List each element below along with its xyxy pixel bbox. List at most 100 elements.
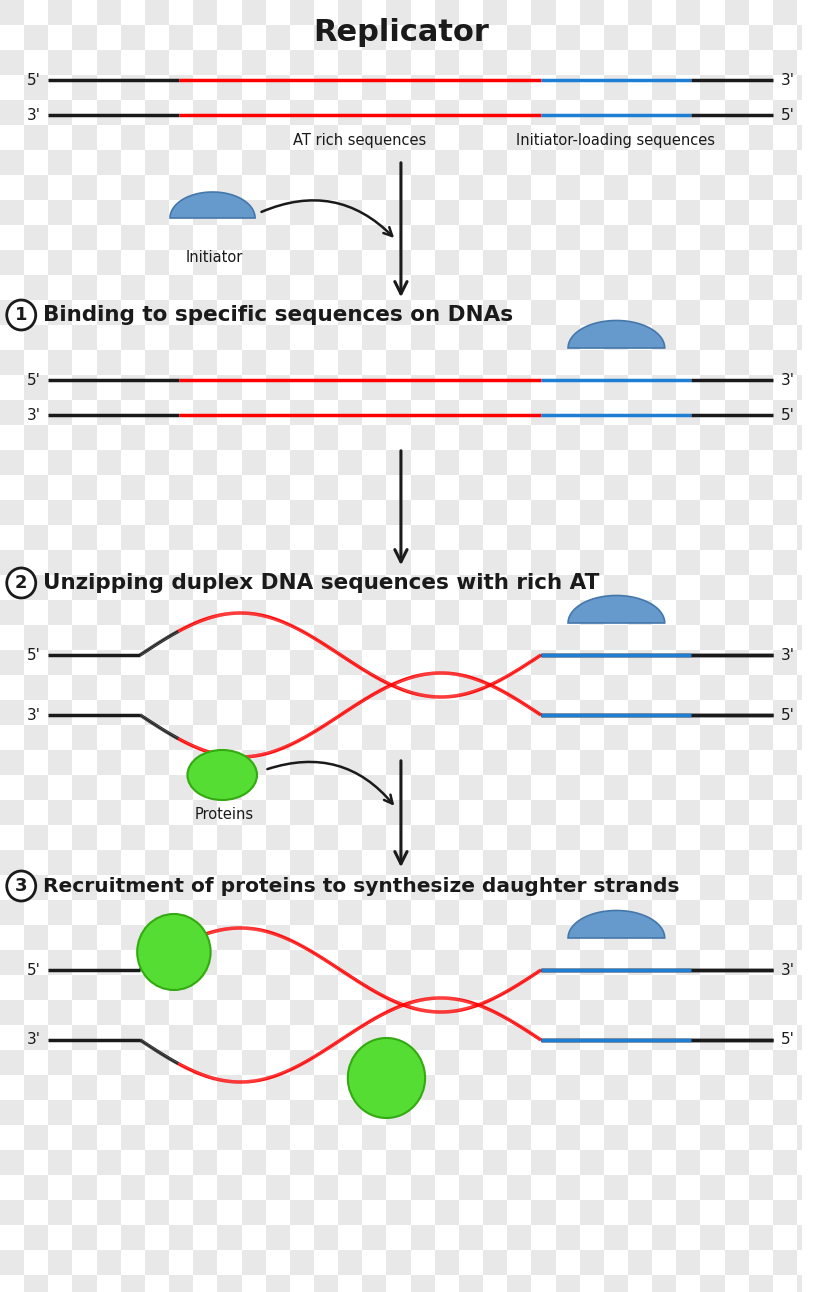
- Bar: [387, 174, 411, 200]
- Bar: [314, 150, 338, 174]
- Bar: [387, 1225, 411, 1249]
- Bar: [314, 1225, 338, 1249]
- Bar: [72, 150, 96, 174]
- Bar: [362, 1075, 387, 1099]
- Bar: [483, 599, 507, 625]
- Bar: [290, 99, 314, 125]
- Bar: [459, 700, 483, 725]
- Bar: [555, 525, 579, 550]
- Bar: [72, 275, 96, 300]
- Bar: [773, 700, 797, 725]
- Bar: [435, 150, 459, 174]
- Bar: [483, 125, 507, 150]
- Bar: [725, 375, 749, 401]
- Bar: [507, 625, 531, 650]
- Bar: [435, 174, 459, 200]
- Bar: [411, 326, 435, 350]
- Bar: [676, 1275, 701, 1292]
- Bar: [145, 525, 169, 550]
- Bar: [435, 525, 459, 550]
- Bar: [749, 249, 773, 275]
- Bar: [314, 575, 338, 599]
- Bar: [676, 800, 701, 826]
- Bar: [749, 800, 773, 826]
- Bar: [701, 50, 725, 75]
- Bar: [411, 1200, 435, 1225]
- Bar: [72, 725, 96, 749]
- Bar: [411, 1174, 435, 1200]
- Bar: [145, 800, 169, 826]
- Bar: [797, 375, 821, 401]
- Bar: [628, 1200, 652, 1225]
- Bar: [411, 1225, 435, 1249]
- Bar: [290, 550, 314, 575]
- Bar: [411, 826, 435, 850]
- Bar: [797, 1150, 821, 1174]
- Bar: [435, 1275, 459, 1292]
- Bar: [290, 674, 314, 700]
- Bar: [145, 1125, 169, 1150]
- Bar: [290, 1075, 314, 1099]
- Bar: [338, 326, 362, 350]
- Bar: [531, 901, 555, 925]
- Bar: [290, 925, 314, 950]
- Bar: [797, 826, 821, 850]
- Bar: [169, 50, 193, 75]
- Bar: [120, 1050, 145, 1075]
- Bar: [338, 650, 362, 674]
- Bar: [483, 500, 507, 525]
- Bar: [749, 775, 773, 800]
- Text: 5': 5': [27, 963, 41, 978]
- Bar: [628, 425, 652, 450]
- Bar: [48, 875, 72, 901]
- Bar: [531, 1150, 555, 1174]
- Bar: [48, 275, 72, 300]
- Bar: [169, 1000, 193, 1025]
- Bar: [797, 0, 821, 25]
- Bar: [652, 1075, 676, 1099]
- Bar: [701, 300, 725, 326]
- Bar: [242, 925, 266, 950]
- Bar: [555, 975, 579, 1000]
- Bar: [773, 200, 797, 225]
- Bar: [242, 975, 266, 1000]
- Bar: [749, 200, 773, 225]
- Text: Initiator: Initiator: [186, 249, 243, 265]
- Bar: [387, 650, 411, 674]
- Bar: [24, 950, 48, 975]
- Bar: [72, 1025, 96, 1050]
- Bar: [193, 425, 217, 450]
- Bar: [290, 200, 314, 225]
- Bar: [217, 1025, 242, 1050]
- Bar: [725, 950, 749, 975]
- Bar: [676, 550, 701, 575]
- Bar: [314, 1249, 338, 1275]
- Bar: [725, 1174, 749, 1200]
- Bar: [701, 1249, 725, 1275]
- Bar: [242, 800, 266, 826]
- Bar: [507, 525, 531, 550]
- Bar: [507, 550, 531, 575]
- Bar: [0, 375, 24, 401]
- Bar: [338, 0, 362, 25]
- Bar: [242, 826, 266, 850]
- Bar: [579, 650, 603, 674]
- Bar: [773, 425, 797, 450]
- Bar: [362, 850, 387, 875]
- Polygon shape: [568, 911, 665, 938]
- Bar: [48, 975, 72, 1000]
- Bar: [676, 599, 701, 625]
- Bar: [652, 599, 676, 625]
- Bar: [48, 1174, 72, 1200]
- Bar: [0, 599, 24, 625]
- Bar: [579, 500, 603, 525]
- Bar: [603, 749, 628, 775]
- Bar: [120, 525, 145, 550]
- Bar: [314, 225, 338, 249]
- Bar: [362, 125, 387, 150]
- Bar: [797, 599, 821, 625]
- Bar: [435, 1225, 459, 1249]
- Bar: [652, 174, 676, 200]
- Bar: [507, 674, 531, 700]
- Bar: [96, 749, 120, 775]
